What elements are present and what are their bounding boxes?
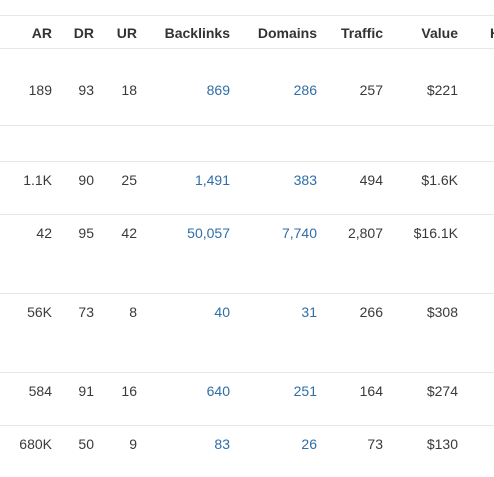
cell-traffic: 73 xyxy=(367,436,383,452)
cell-domains-link[interactable]: 383 xyxy=(293,172,317,188)
column-header-domains[interactable]: Domains xyxy=(257,25,317,41)
column-header-ur[interactable]: UR xyxy=(116,25,137,41)
cell-value: $308 xyxy=(426,304,458,320)
cell-traffic: 257 xyxy=(359,82,383,98)
cell-domains-link[interactable]: 31 xyxy=(301,304,317,320)
cell-ur: 16 xyxy=(121,383,137,399)
cell-traffic: 266 xyxy=(359,304,383,320)
cell-ar: 584 xyxy=(28,383,52,399)
cell-traffic: 164 xyxy=(359,383,383,399)
cell-backlinks-link[interactable]: 40 xyxy=(214,304,230,320)
cell-dr: 95 xyxy=(78,225,94,241)
cell-backlinks-link[interactable]: 640 xyxy=(206,383,230,399)
table-row: 1.1K 90 25 1,491 383 494 $1.6K xyxy=(0,162,494,215)
cell-ur: 42 xyxy=(121,225,137,241)
cell-domains-link[interactable]: 251 xyxy=(293,383,317,399)
cell-ur: 18 xyxy=(121,82,137,98)
cell-dr: 91 xyxy=(78,383,94,399)
cell-ar: 42 xyxy=(36,225,52,241)
cell-ur: 25 xyxy=(121,172,137,188)
column-header-backlinks[interactable]: Backlinks xyxy=(164,25,230,41)
cell-dr: 93 xyxy=(78,82,94,98)
cell-value: $16.1K xyxy=(413,225,458,241)
table-row: 680K 50 9 83 26 73 $130 xyxy=(0,426,494,477)
cell-traffic: 2,807 xyxy=(347,225,383,241)
cell-dr: 90 xyxy=(78,172,94,188)
table-row: 56K 73 8 40 31 266 $308 xyxy=(0,294,494,373)
cell-ar: 680K xyxy=(19,436,52,452)
cell-dr: 50 xyxy=(78,436,94,452)
column-header-ar[interactable]: AR xyxy=(31,25,52,41)
table-header-row: AR DR UR Backlinks Domains Traffic Value… xyxy=(0,15,494,49)
cell-value: $130 xyxy=(426,436,458,452)
cell-ar: 189 xyxy=(28,82,52,98)
cell-domains-link[interactable]: 286 xyxy=(293,82,317,98)
column-header-dr[interactable]: DR xyxy=(73,25,94,41)
cell-backlinks-link[interactable]: 869 xyxy=(206,82,230,98)
cell-traffic: 494 xyxy=(359,172,383,188)
table-row: 584 91 16 640 251 164 $274 xyxy=(0,373,494,426)
cell-value: $274 xyxy=(426,383,458,399)
cell-ur: 9 xyxy=(129,436,137,452)
cell-ar: 56K xyxy=(27,304,52,320)
cell-domains-link[interactable]: 7,740 xyxy=(281,225,317,241)
cell-dr: 73 xyxy=(78,304,94,320)
column-header-traffic[interactable]: Traffic xyxy=(340,25,383,41)
cell-backlinks-link[interactable]: 50,057 xyxy=(187,225,230,241)
cell-backlinks-link[interactable]: 1,491 xyxy=(194,172,230,188)
cell-ur: 8 xyxy=(129,304,137,320)
cell-backlinks-link[interactable]: 83 xyxy=(214,436,230,452)
table-row-spacer xyxy=(0,126,494,162)
cell-value: $1.6K xyxy=(421,172,458,188)
cell-ar: 1.1K xyxy=(23,172,52,188)
cell-value: $221 xyxy=(426,82,458,98)
cell-domains-link[interactable]: 26 xyxy=(301,436,317,452)
table-row: 42 95 42 50,057 7,740 2,807 $16.1K xyxy=(0,215,494,294)
table-row: 189 93 18 869 286 257 $221 xyxy=(0,49,494,126)
column-header-value[interactable]: Value xyxy=(421,25,458,41)
column-header-partial[interactable]: H xyxy=(490,24,494,42)
